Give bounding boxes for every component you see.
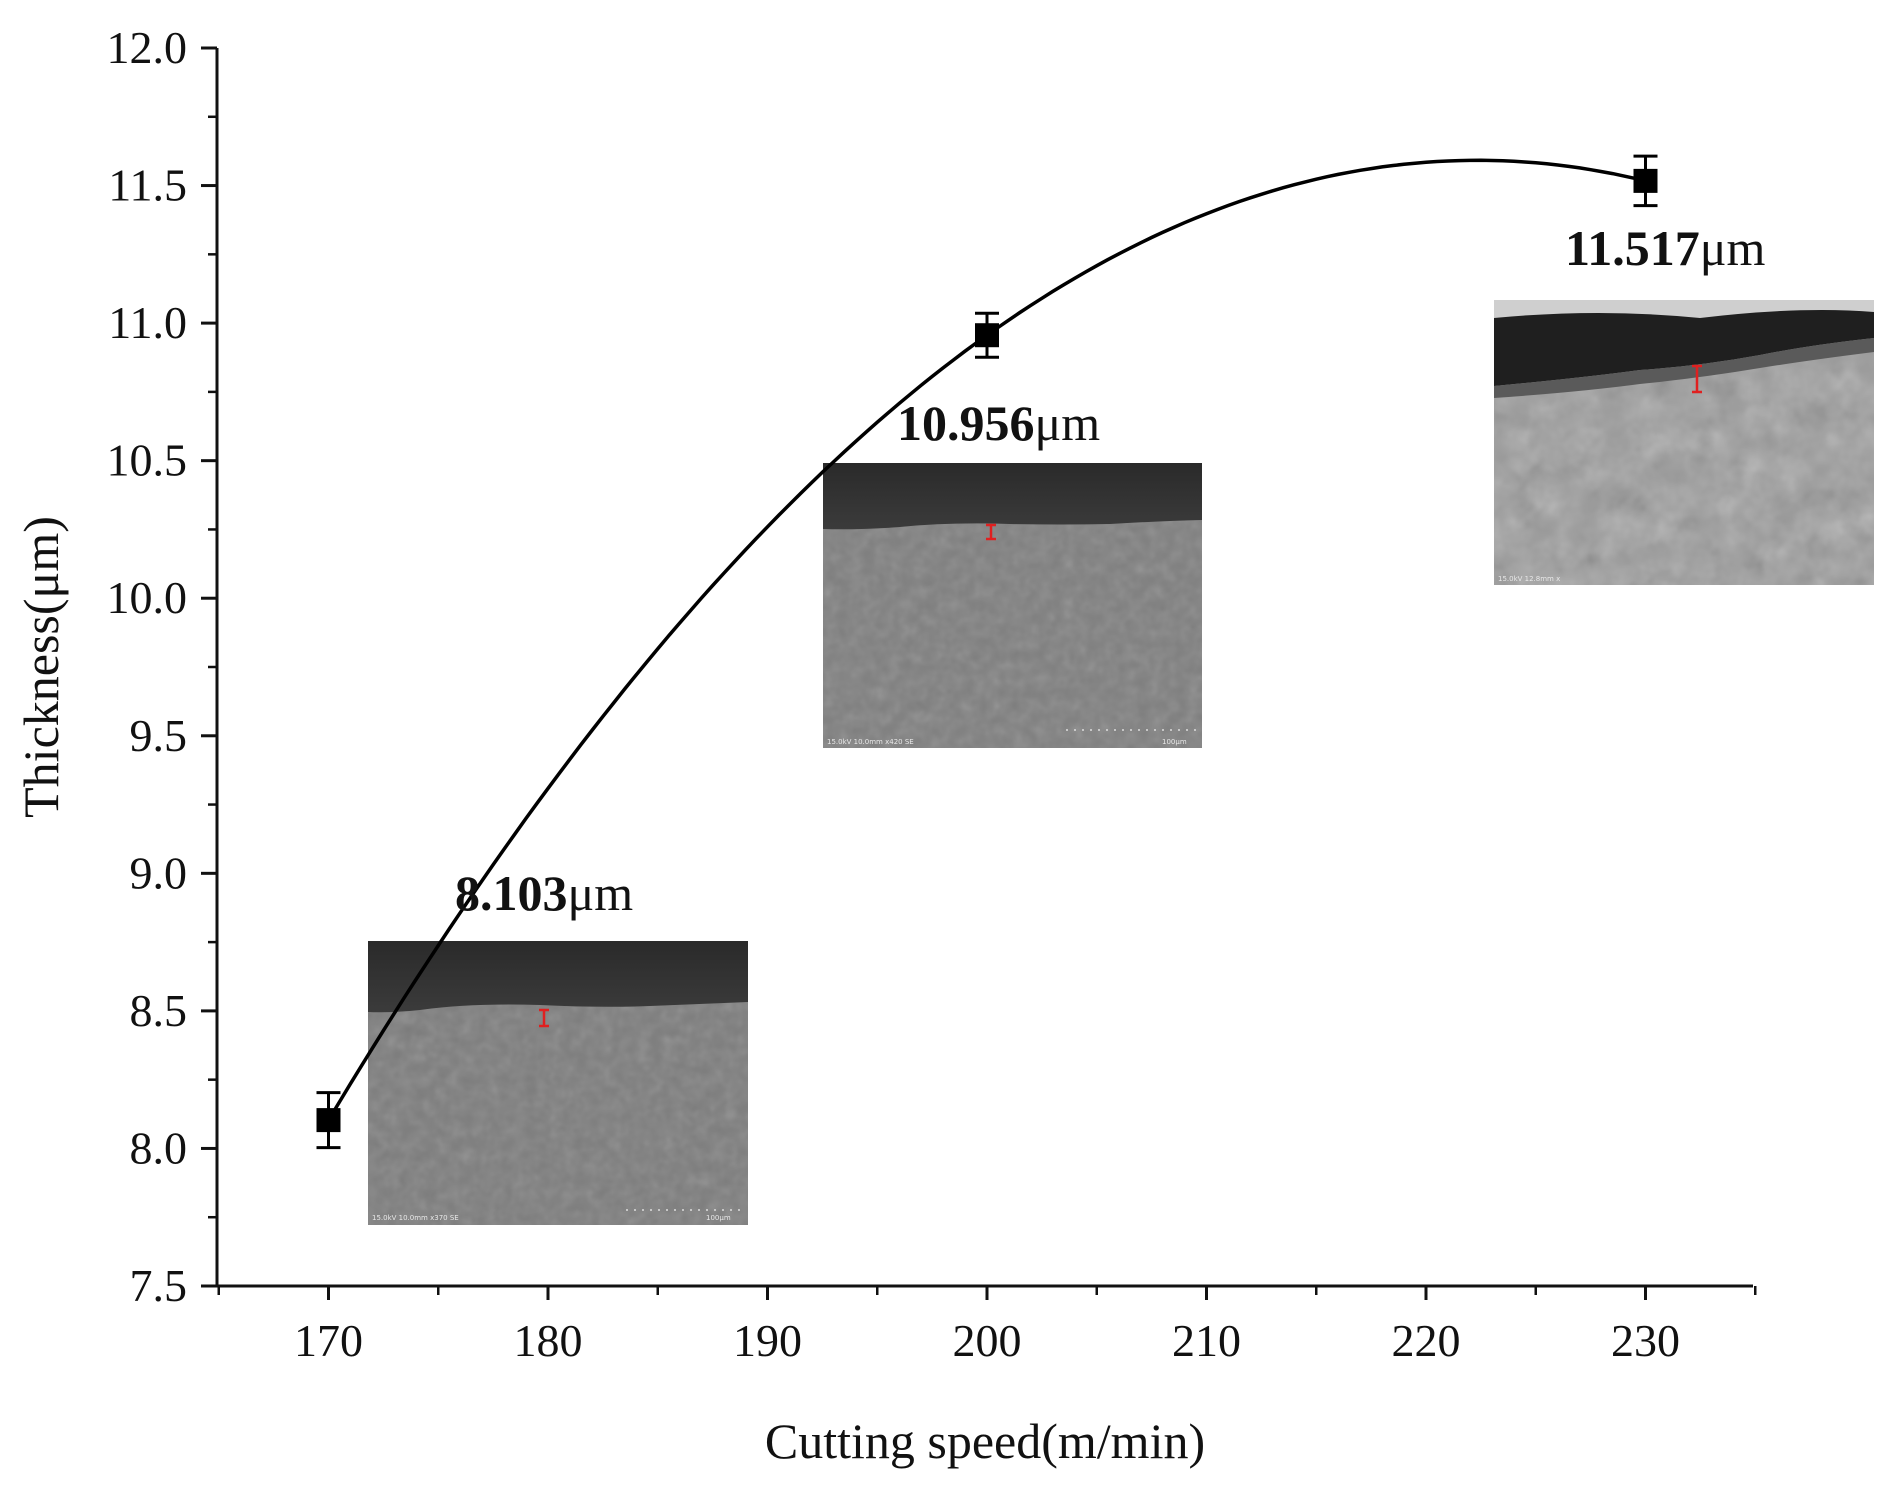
y-tick-label: 10.5 (107, 435, 188, 486)
x-tick-label: 170 (294, 1315, 363, 1366)
y-tick-label: 7.5 (130, 1260, 188, 1311)
y-ticks: 7.5 8.0 8.5 9.0 9.5 10.0 10.5 11.0 11.5 12.0 (107, 22, 217, 1311)
data-point (1633, 168, 1658, 193)
annotation-11517: 11.517μm (1565, 220, 1766, 276)
x-axis-title: Cutting speed(m/min) (765, 1413, 1205, 1469)
x-tick-label: 230 (1611, 1315, 1680, 1366)
y-tick-label: 11.0 (108, 297, 187, 348)
y-tick-label: 9.5 (130, 710, 188, 761)
data-point (975, 323, 999, 348)
annotation-8103: 8.103μm (455, 865, 633, 921)
sem-inset-2-caption: 15.0kV 10.0mm x420 SE (827, 738, 914, 746)
x-tick-label: 210 (1172, 1315, 1241, 1366)
y-tick-label: 10.0 (107, 572, 188, 623)
sem-inset-1-scale: 100μm (706, 1214, 731, 1222)
sem-inset-1: 15.0kV 10.0mm x370 SE 100μm (368, 941, 748, 1225)
sem-inset-3: 15.0kV 12.8mm x (1494, 300, 1874, 585)
annotation-10956: 10.956μm (897, 395, 1100, 451)
x-tick-label: 190 (733, 1315, 802, 1366)
data-points (316, 154, 1658, 1150)
x-tick-label: 180 (514, 1315, 583, 1366)
sem-inset-2: 15.0kV 10.0mm x420 SE 100μm (823, 463, 1202, 748)
sem-inset-3-caption: 15.0kV 12.8mm x (1498, 575, 1560, 583)
data-point (316, 1108, 341, 1133)
x-tick-label: 220 (1392, 1315, 1461, 1366)
sem-inset-1-caption: 15.0kV 10.0mm x370 SE (372, 1214, 459, 1222)
y-tick-label: 9.0 (130, 847, 188, 898)
y-tick-label: 8.0 (130, 1122, 188, 1173)
y-axis-title: Thickness(μm) (13, 516, 69, 818)
y-tick-label: 12.0 (107, 22, 188, 73)
x-tick-label: 200 (953, 1315, 1022, 1366)
y-tick-label: 11.5 (108, 160, 187, 211)
y-tick-label: 8.5 (130, 985, 188, 1036)
x-ticks: 170 180 190 200 210 220 230 (217, 1286, 1757, 1366)
sem-inset-2-scale: 100μm (1162, 738, 1187, 746)
